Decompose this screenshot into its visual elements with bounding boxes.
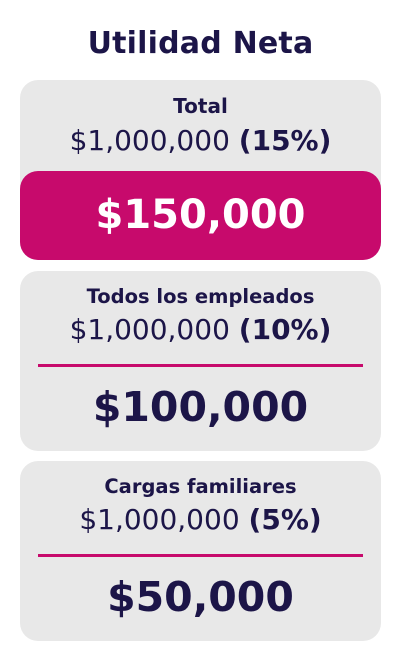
base-amount: $1,000,000 xyxy=(69,313,230,346)
card-label: Total xyxy=(173,94,228,118)
divider xyxy=(38,364,363,367)
percent-value: (15%) xyxy=(238,124,332,157)
card-todos-los-empleados: Todos los empleados $1,000,000 (10%) $10… xyxy=(20,271,381,451)
card-cargas-familiares: Cargas familiares $1,000,000 (5%) $50,00… xyxy=(20,461,381,641)
card-label: Cargas familiares xyxy=(104,475,297,498)
base-amount: $1,000,000 xyxy=(79,503,240,536)
base-amount: $1,000,000 xyxy=(69,124,230,157)
amount-line: $1,000,000 (15%) xyxy=(20,124,381,157)
result-highlight: $150,000 xyxy=(20,171,381,260)
amount-line: $1,000,000 (10%) xyxy=(20,313,381,346)
card-total: Total $1,000,000 (15%) $150,000 xyxy=(20,80,381,260)
percent-value: (10%) xyxy=(238,313,332,346)
amount-line: $1,000,000 (5%) xyxy=(20,503,381,536)
result-amount: $50,000 xyxy=(107,573,294,621)
divider xyxy=(38,554,363,557)
result-amount: $100,000 xyxy=(92,383,309,431)
card-label: Todos los empleados xyxy=(86,285,315,308)
page-title: Utilidad Neta xyxy=(87,26,314,61)
percent-value: (5%) xyxy=(248,503,322,536)
